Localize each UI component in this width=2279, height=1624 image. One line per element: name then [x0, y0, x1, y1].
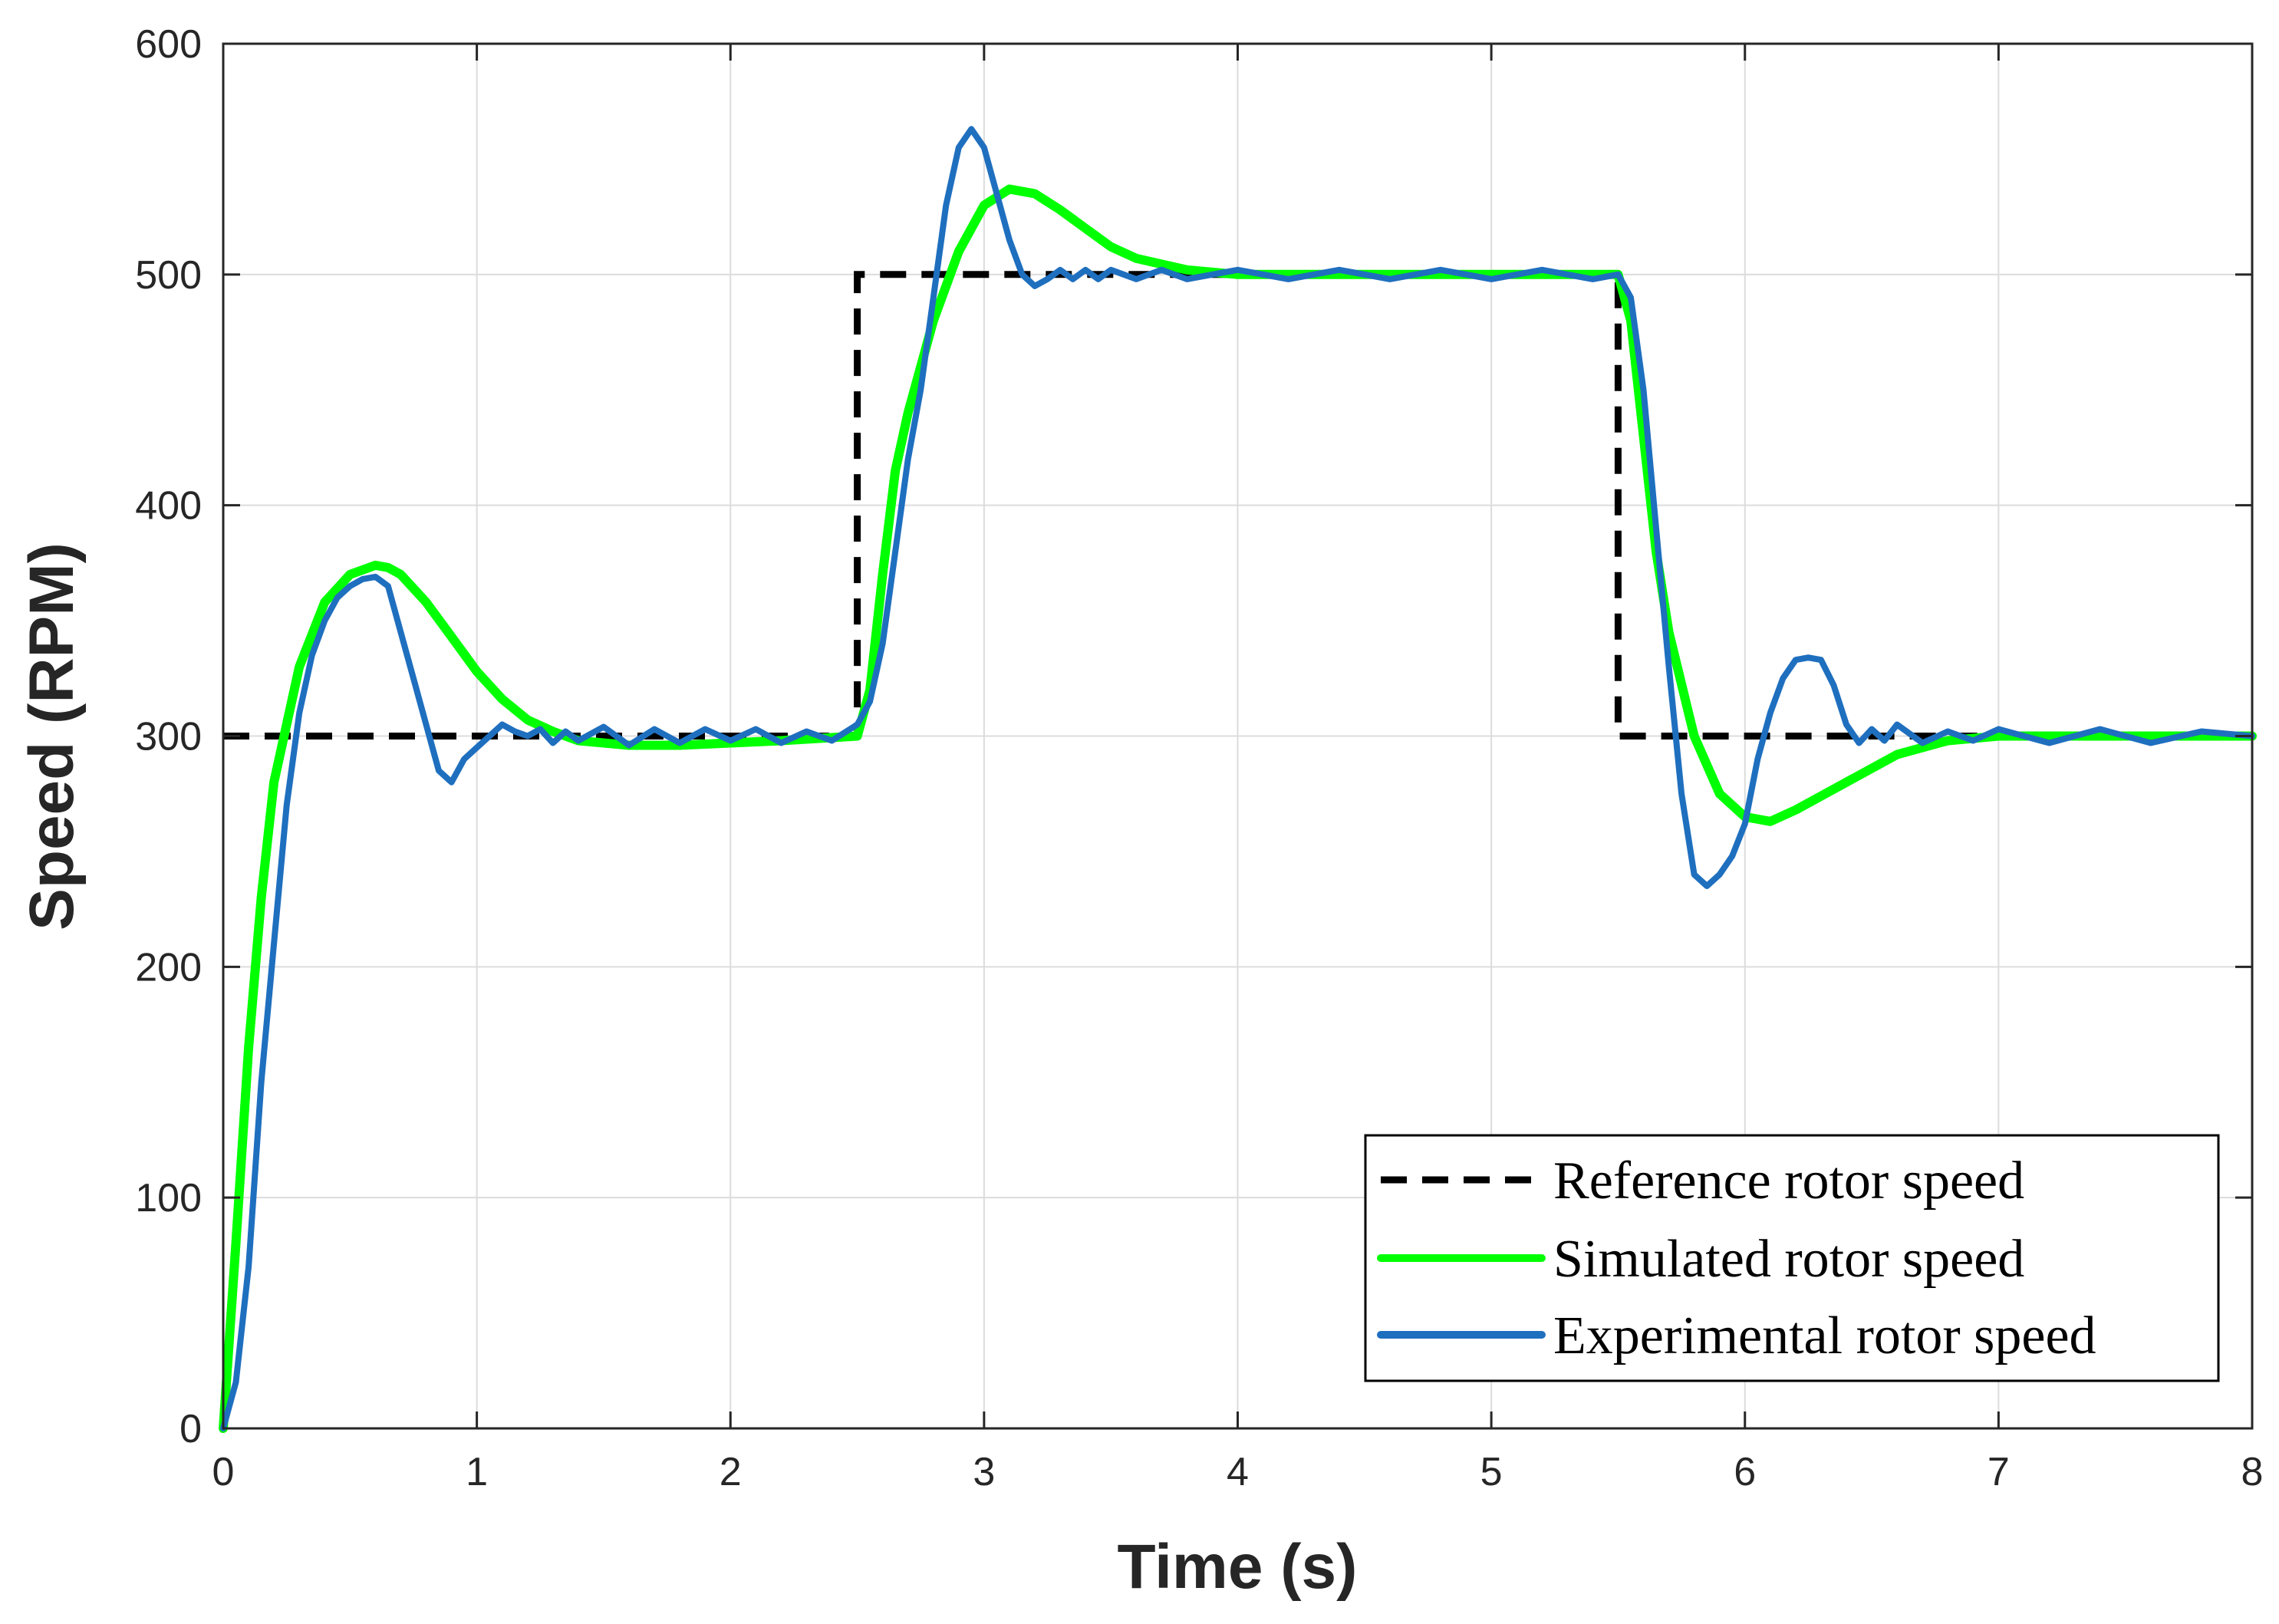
y-tick-label: 300	[135, 715, 202, 759]
x-tick-label: 6	[1734, 1450, 1756, 1494]
x-tick-label: 7	[1988, 1450, 2010, 1494]
y-axis-title: Speed (RPM)	[17, 542, 87, 931]
x-tick-label: 0	[212, 1450, 235, 1494]
x-tick-label: 1	[466, 1450, 488, 1494]
legend-label-experimental: Experimental rotor speed	[1553, 1306, 2096, 1365]
y-tick-label: 500	[135, 253, 202, 298]
legend-label-reference: Reference rotor speed	[1553, 1151, 2024, 1211]
x-tick-label: 4	[1227, 1450, 1249, 1494]
series-simulated	[219, 184, 2257, 1433]
x-tick-label: 2	[720, 1450, 742, 1494]
series-layer	[219, 126, 2257, 1433]
legend: Reference rotor speed Simulated rotor sp…	[1364, 1134, 2220, 1382]
x-tick-label: 5	[1480, 1450, 1503, 1494]
y-tick-label: 200	[135, 945, 202, 990]
y-tick-label: 100	[135, 1176, 202, 1220]
y-tick-label: 600	[135, 22, 202, 67]
tick-labels: 0 1 2 3 4 5 6 7 8 0 100 200 300 400 500 600	[135, 22, 2263, 1494]
y-tick-label: 0	[179, 1407, 202, 1451]
x-axis-title: Time (s)	[1118, 1532, 1358, 1602]
x-tick-label: 8	[2241, 1450, 2264, 1494]
y-tick-label: 400	[135, 484, 202, 529]
legend-label-simulated: Simulated rotor speed	[1553, 1230, 2024, 1289]
series-experimental	[220, 126, 2255, 1431]
series-reference	[223, 271, 2252, 740]
x-tick-label: 3	[973, 1450, 995, 1494]
